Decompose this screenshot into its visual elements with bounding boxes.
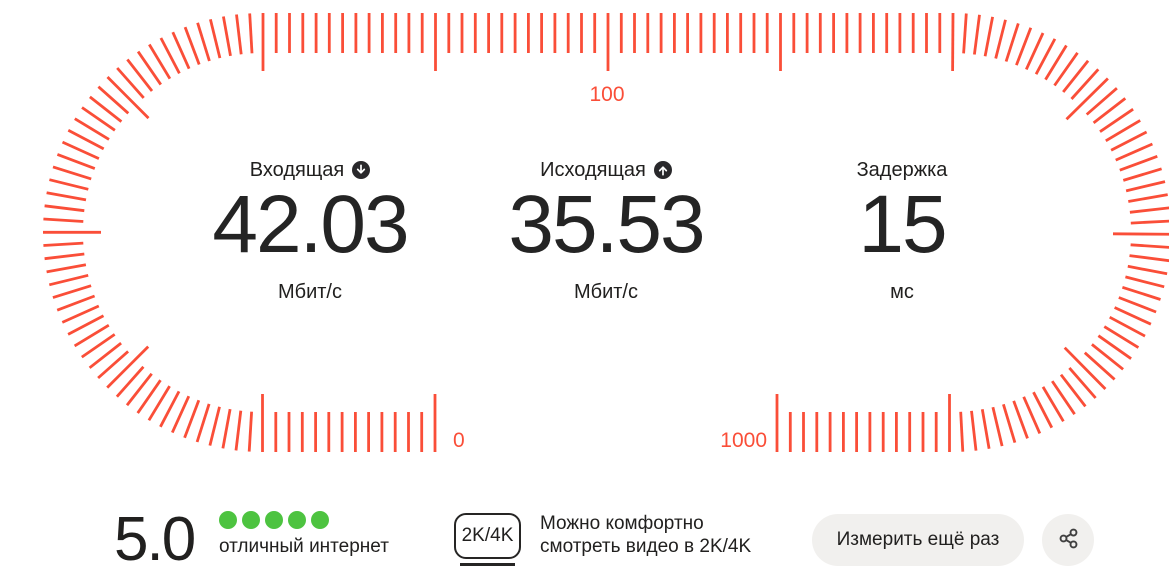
- latency-unit: мс: [890, 281, 914, 303]
- tv-stand-decoration: [460, 563, 515, 566]
- download-unit: Мбит/с: [277, 281, 342, 303]
- metric-latency: Задержка 15 мс: [754, 158, 1050, 302]
- upload-label-row: Исходящая: [458, 158, 754, 182]
- share-button[interactable]: [1042, 514, 1094, 566]
- rating-dot: [219, 511, 237, 529]
- share-icon: [1057, 527, 1080, 553]
- metrics-row: Входящая 42.03 Мбит/с Исходящая: [162, 158, 1050, 302]
- rating-dot: [265, 511, 283, 529]
- upload-circle-icon: [653, 161, 672, 179]
- download-circle-icon: [352, 161, 371, 179]
- download-label-row: Входящая: [162, 158, 458, 182]
- quality-badge-label: 2K/4K: [454, 513, 521, 559]
- quality-description: Можно комфортно смотреть видео в 2K/4K: [540, 512, 751, 558]
- upload-value: 35.53: [508, 179, 705, 270]
- quality-description-line1: Можно комфортно: [540, 513, 704, 534]
- upload-unit: Мбит/с: [573, 281, 638, 303]
- metric-upload: Исходящая 35.53 Мбит/с: [458, 158, 754, 302]
- download-label: Входящая: [249, 159, 345, 181]
- metric-download: Входящая 42.03 Мбит/с: [162, 158, 458, 302]
- rating-dot: [311, 511, 329, 529]
- latency-label: Задержка: [856, 159, 948, 181]
- gauge-scale-label-0: 0: [453, 429, 465, 452]
- gauge-scale-label-1000: 1000: [720, 429, 767, 452]
- latency-label-row: Задержка: [754, 158, 1050, 182]
- upload-label: Исходящая: [540, 159, 646, 181]
- rating-dot: [242, 511, 260, 529]
- rating-dots: [219, 511, 329, 529]
- gauge-scale-label-100: 100: [589, 83, 625, 106]
- download-value: 42.03: [212, 179, 409, 270]
- measure-again-button[interactable]: Измерить ещё раз: [812, 514, 1024, 566]
- rating-score: 5.0: [114, 505, 196, 574]
- quality-badge: 2K/4K: [454, 513, 521, 566]
- rating-dot: [288, 511, 306, 529]
- quality-description-line2: смотреть видео в 2K/4K: [540, 536, 752, 557]
- rating-caption: отличный интернет: [219, 536, 389, 557]
- latency-value: 15: [858, 179, 947, 270]
